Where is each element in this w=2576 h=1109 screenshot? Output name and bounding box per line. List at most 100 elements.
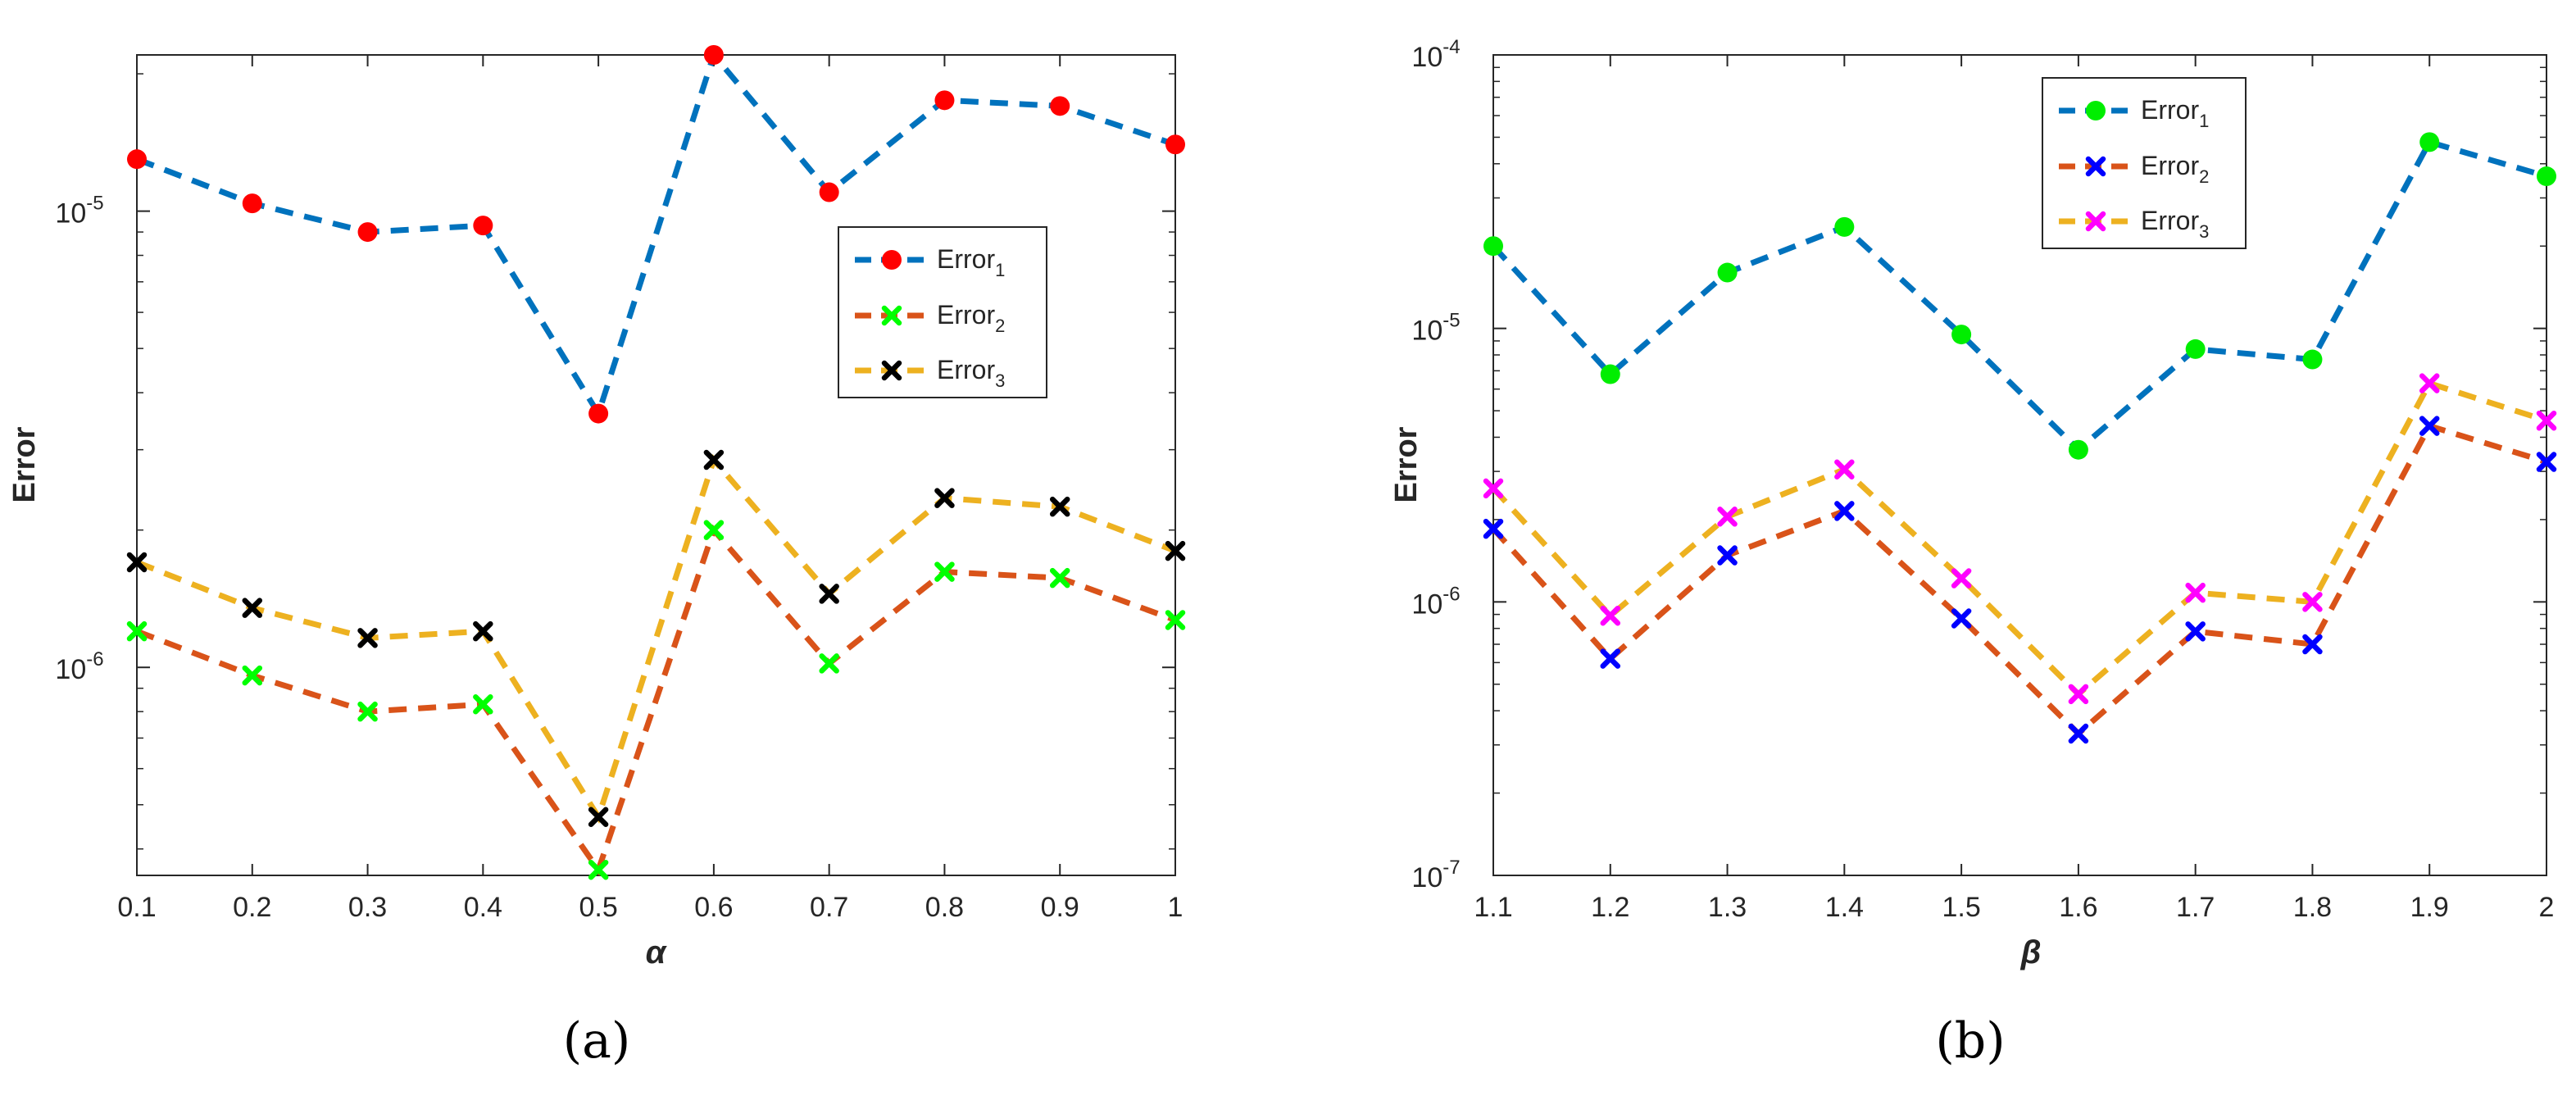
series-2-point	[1951, 608, 1972, 629]
y-tick-label: 10-5	[1411, 310, 1460, 347]
series-1-line	[135, 48, 1177, 420]
legend-label: Error1	[937, 244, 1005, 280]
legend-box	[2042, 77, 2247, 249]
series-2-point	[1049, 567, 1070, 589]
y-tick-label: 10-6	[1411, 583, 1460, 620]
series-1-point	[1951, 325, 1972, 345]
series-1-point	[1834, 216, 1855, 237]
legend-marker	[881, 360, 902, 381]
series-1-point	[819, 182, 839, 202]
x-tick-label: 0.9	[1041, 892, 1079, 923]
x-tick-label: 0.6	[694, 892, 733, 923]
legend-label: Error1	[2141, 95, 2209, 131]
series-3-point	[242, 598, 263, 618]
x-tick-label: 0.3	[348, 892, 387, 923]
series-3-point	[473, 620, 493, 642]
series-3-point	[1483, 478, 1504, 499]
x-tick-label: 1	[1168, 892, 1184, 923]
series-1-point	[1165, 134, 1185, 155]
series-3-point	[1600, 605, 1621, 626]
series-1-point	[1717, 262, 1738, 283]
series-2-point	[2068, 723, 2089, 744]
x-tick-label: 1.2	[1591, 892, 1629, 923]
series-2-point	[1483, 518, 1504, 539]
series-1-point	[1050, 96, 1070, 116]
x-tick-label: 0.4	[464, 892, 502, 923]
panel-label: (b)	[1935, 1012, 2005, 1070]
series-3-line	[1491, 380, 2548, 698]
plot-frame	[1492, 54, 2547, 876]
x-tick-label: 1.7	[2176, 892, 2215, 923]
series-1-point	[934, 90, 955, 111]
legend-marker	[2086, 101, 2106, 120]
x-tick-label: 0.7	[810, 892, 848, 923]
plot-frame	[136, 54, 1176, 876]
series-3-point	[2302, 592, 2323, 612]
series-3-point	[703, 449, 725, 470]
series-3-point	[2068, 684, 2089, 705]
legend-label: Error2	[2141, 151, 2209, 187]
series-3-point	[934, 488, 955, 508]
series-2-point	[2419, 416, 2440, 436]
series-3-point	[126, 552, 148, 573]
x-tick-label: 0.8	[925, 892, 964, 923]
series-3-point	[588, 807, 609, 827]
panel-a: 0.1 0.2 0.3 0.4 0.5 0.6 0.7 0.8 0.9 1 10-6 10-5 Erro…	[7, 45, 1186, 1070]
series-1-point	[1483, 236, 1503, 257]
series-3-point	[357, 628, 378, 648]
series-3-point	[1165, 540, 1186, 561]
legend-marker	[881, 305, 902, 326]
legend-label: Error2	[937, 300, 1005, 336]
series-3-point	[2536, 410, 2557, 431]
x-tick-label: 0.1	[117, 892, 156, 923]
series-1-point	[588, 403, 609, 424]
series-2-point	[1834, 501, 1855, 521]
series-1-point	[357, 222, 378, 243]
series-2-line	[135, 524, 1177, 876]
series-1-point	[2537, 166, 2556, 187]
series-3-point	[1717, 507, 1738, 527]
x-tick-label: 2	[2539, 892, 2555, 923]
y-axis-label: Error	[7, 426, 42, 502]
x-tick-label: 1.3	[1708, 892, 1747, 923]
series-2-point	[588, 859, 609, 880]
legend-marker	[882, 250, 902, 270]
series-3-point	[1951, 568, 1972, 589]
panel-b: 1.1 1.2 1.3 1.4 1.5 1.6 1.7 1.8 1.9 2 10-7 10-6 10-5…	[1389, 36, 2557, 1070]
y-axis-label: Error	[1389, 426, 1424, 502]
x-tick-label: 1.6	[2059, 892, 2097, 923]
series-2-point	[2302, 634, 2323, 655]
x-tick-label: 0.2	[233, 892, 271, 923]
x-tick-label: 0.5	[579, 892, 617, 923]
y-tick-label: 10-6	[55, 648, 103, 685]
legend-marker	[2085, 211, 2106, 232]
series-1-point	[703, 45, 724, 65]
series-3-point	[2185, 582, 2206, 603]
series-3-point	[1834, 459, 1855, 480]
series-2-point	[1165, 610, 1186, 630]
series-2-point	[703, 520, 725, 540]
series-1-point	[2302, 349, 2323, 370]
y-tick-label: 10-4	[1411, 36, 1460, 73]
y-tick-label: 10-7	[1411, 857, 1460, 893]
series-1-point	[473, 216, 493, 236]
legend-label: Error3	[937, 355, 1005, 391]
x-axis-label: α	[646, 934, 668, 970]
series-1-point	[1600, 364, 1620, 384]
x-tick-label: 1.5	[1942, 892, 1980, 923]
series-2-line	[1491, 422, 2548, 738]
x-tick-label: 1.9	[2410, 892, 2449, 923]
y-tick-label: 10-5	[55, 193, 103, 230]
series-2-point	[242, 665, 263, 686]
series-2-point	[357, 701, 378, 722]
series-1-point	[2185, 339, 2206, 359]
series-2-point	[2536, 452, 2557, 472]
panel-label: (a)	[563, 1012, 631, 1070]
series-2-point	[934, 561, 955, 582]
legend-box	[838, 226, 1047, 398]
series-1-point	[2068, 439, 2088, 460]
x-tick-label: 1.4	[1825, 892, 1864, 923]
x-axis-label: β	[2020, 934, 2042, 970]
series-1-point	[2419, 132, 2440, 152]
